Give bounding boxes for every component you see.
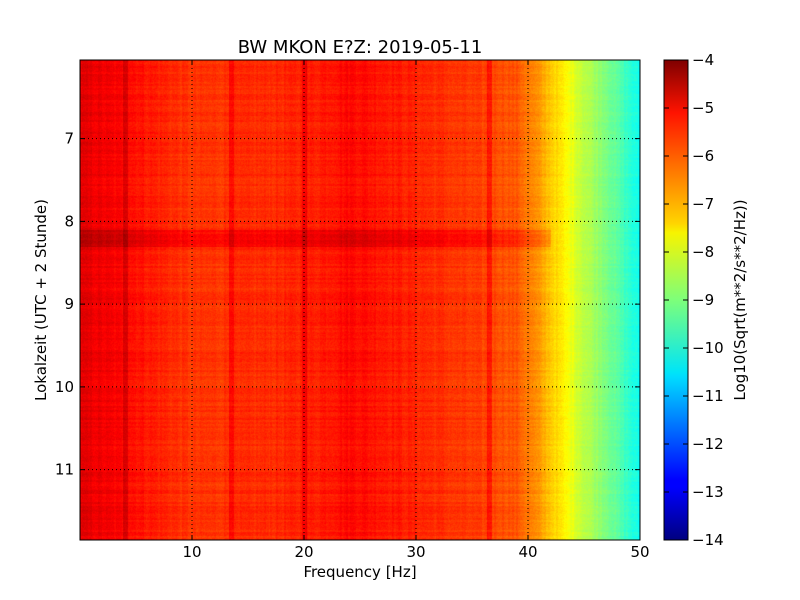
- colorbar-tick-label: −5: [692, 99, 714, 117]
- y-tick-label: 9: [64, 295, 74, 313]
- y-axis-ticks: 7 8 9 10 11: [55, 130, 640, 479]
- plot-frame: [79, 59, 641, 541]
- y-tick-label: 10: [55, 378, 74, 396]
- colorbar-tick-label: −13: [692, 483, 724, 501]
- y-tick-label: 11: [55, 461, 74, 479]
- x-tick-label: 30: [406, 543, 425, 561]
- x-tick-label: 10: [182, 543, 201, 561]
- colorbar-tick-label: −6: [692, 147, 714, 165]
- chart-title: BW MKON E?Z: 2019-05-11: [238, 37, 483, 58]
- colorbar-tick-label: −12: [692, 435, 724, 453]
- x-tick-label: 20: [294, 543, 313, 561]
- colorbar-ticks: −4 −5 −6 −7 −8 −9 −10 −11 −12 −13 −14: [664, 51, 724, 549]
- colorbar-tick-label: −10: [692, 339, 724, 357]
- colorbar-tick-label: −8: [692, 243, 714, 261]
- colorbar-tick-label: −9: [692, 291, 714, 309]
- grid-lines: [80, 60, 640, 540]
- x-tick-label: 40: [518, 543, 537, 561]
- colorbar-tick-label: −14: [692, 531, 724, 549]
- y-tick-label: 8: [64, 212, 74, 230]
- y-axis-label: Lokalzeit (UTC + 2 Stunde): [32, 199, 50, 401]
- x-axis-ticks: 10 20 30 40 50: [182, 60, 650, 561]
- spectrogram-heatmap: [80, 60, 640, 540]
- colorbar-tick-label: −11: [692, 387, 724, 405]
- colorbar-tick-label: −4: [692, 51, 714, 69]
- colorbar-tick-label: −7: [692, 195, 714, 213]
- spectrogram-plot: [80, 60, 640, 540]
- x-axis-label: Frequency [Hz]: [303, 563, 416, 581]
- y-tick-label: 7: [64, 130, 74, 148]
- x-tick-label: 50: [630, 543, 649, 561]
- colorbar-label: Log10(Sqrt(m**2/s**2/Hz)): [731, 199, 749, 400]
